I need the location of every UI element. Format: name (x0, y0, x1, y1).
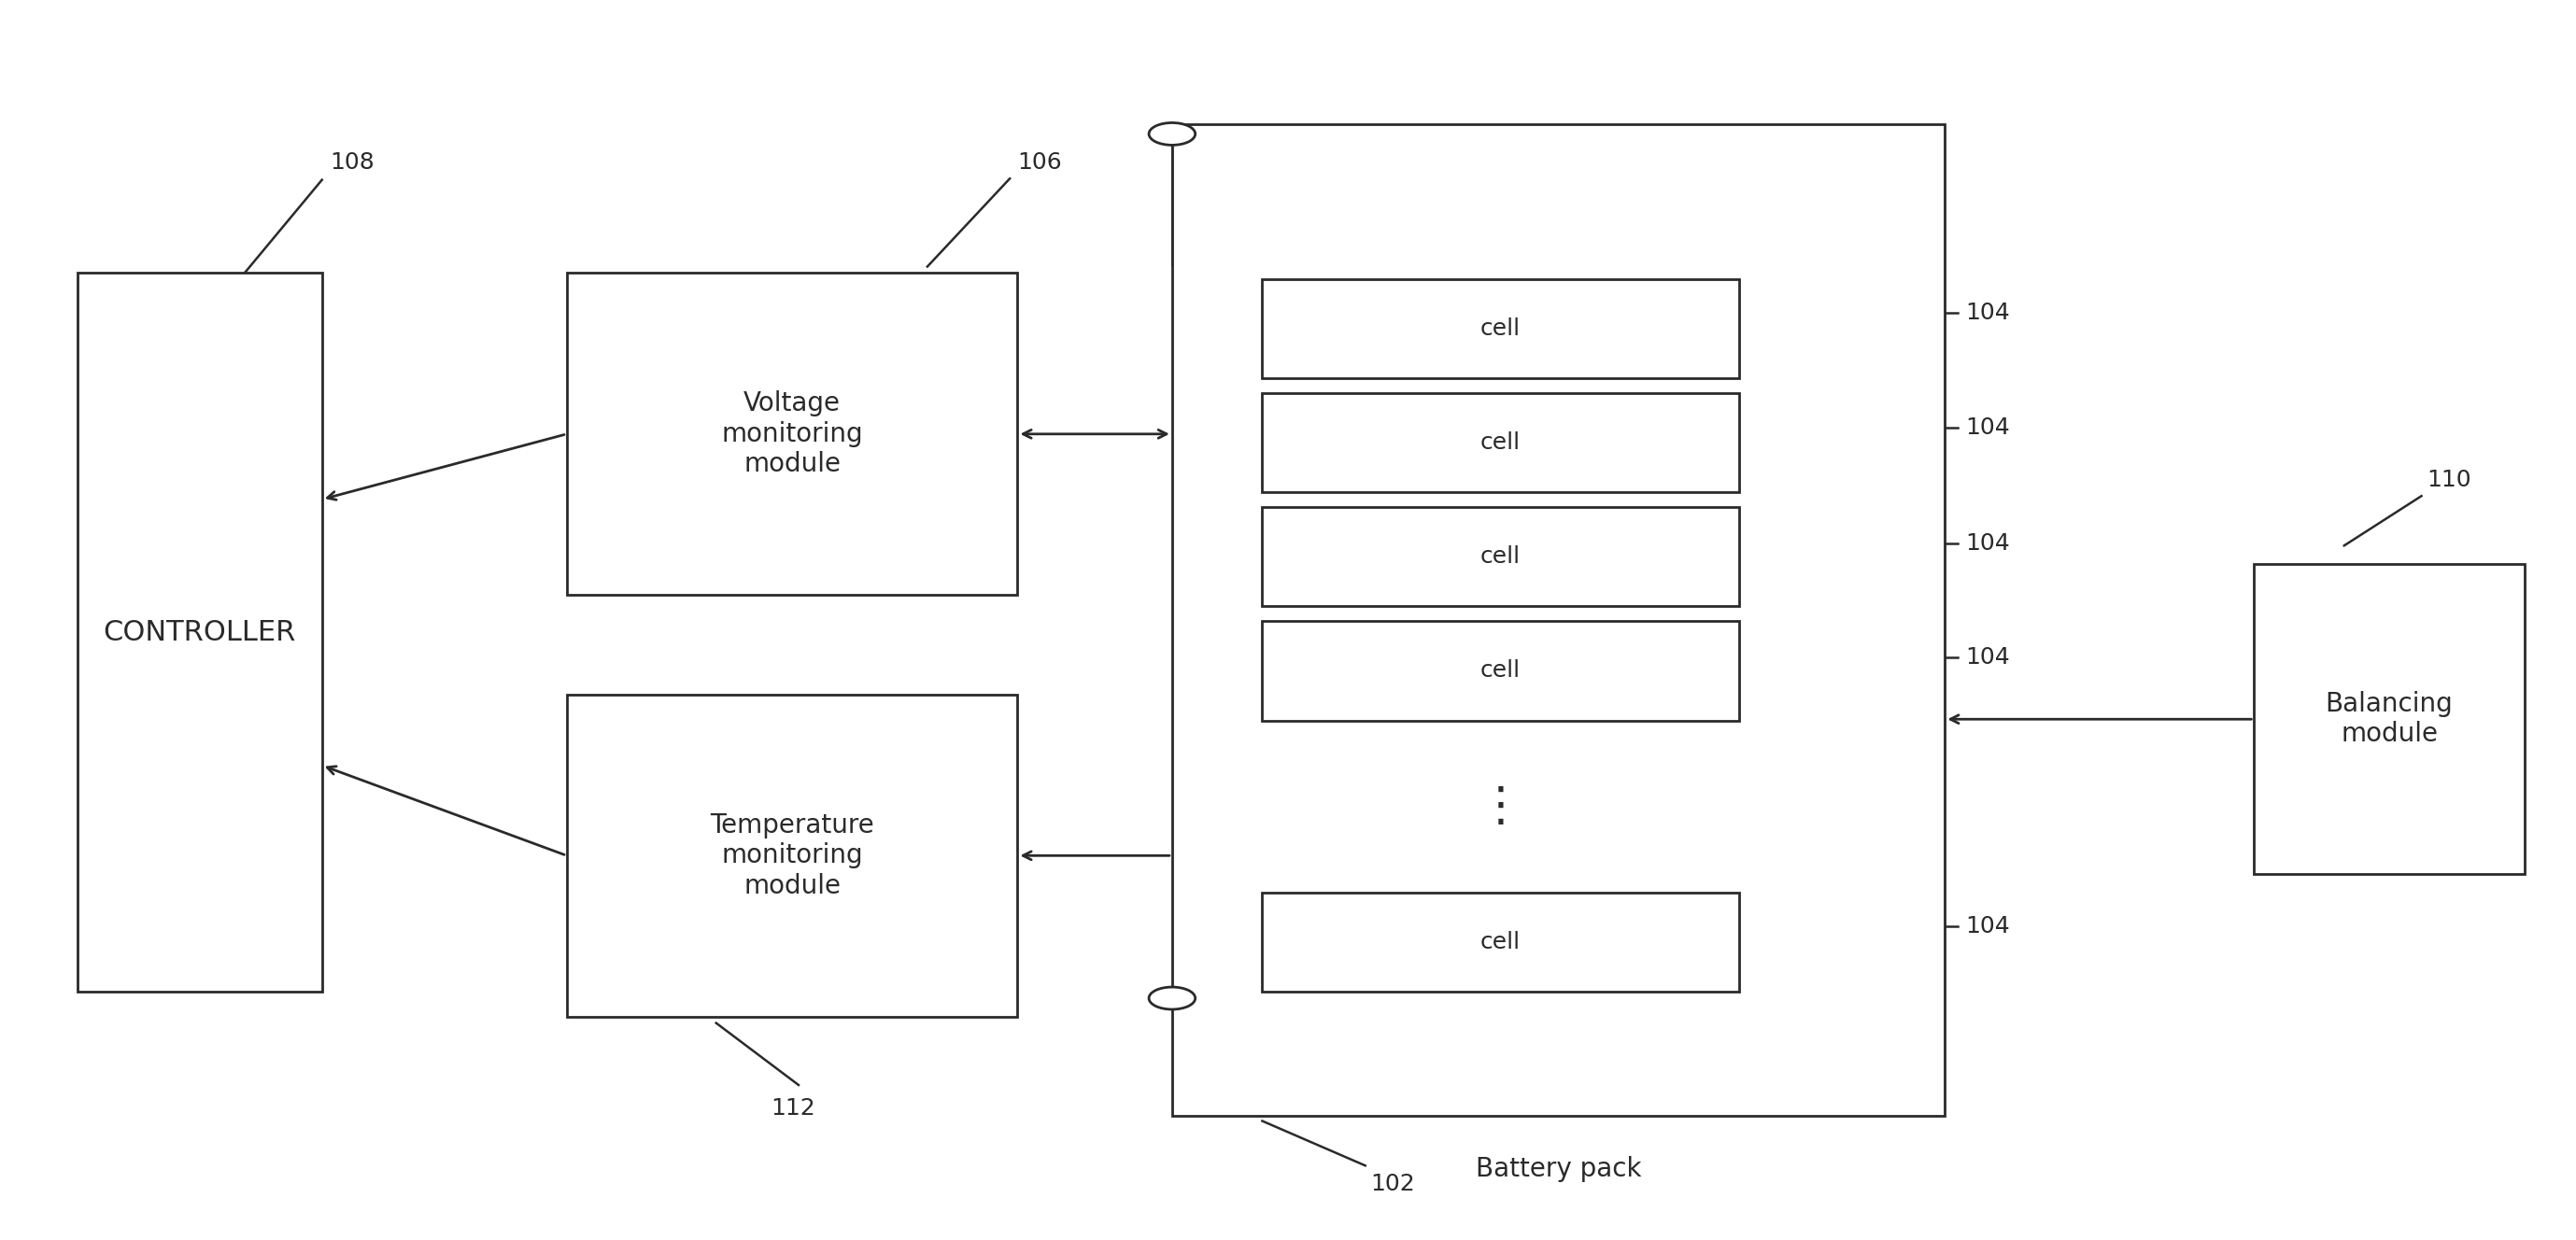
FancyBboxPatch shape (567, 273, 1018, 595)
FancyBboxPatch shape (1262, 393, 1739, 492)
Text: cell: cell (1481, 546, 1520, 568)
FancyBboxPatch shape (77, 273, 322, 992)
Text: Voltage
monitoring
module: Voltage monitoring module (721, 391, 863, 477)
Text: 104: 104 (1965, 915, 2009, 937)
FancyBboxPatch shape (1262, 279, 1739, 378)
Text: 112: 112 (770, 1097, 817, 1120)
FancyBboxPatch shape (1172, 124, 1945, 1116)
Text: ⋮: ⋮ (1476, 784, 1525, 830)
Text: 106: 106 (1018, 151, 1061, 174)
Text: cell: cell (1481, 317, 1520, 340)
Text: 104: 104 (1965, 646, 2009, 668)
Text: CONTROLLER: CONTROLLER (103, 619, 296, 646)
Text: cell: cell (1481, 931, 1520, 954)
Text: 104: 104 (1965, 417, 2009, 439)
Text: Temperature
monitoring
module: Temperature monitoring module (711, 812, 873, 899)
Circle shape (1149, 123, 1195, 145)
Text: 108: 108 (330, 151, 374, 174)
Text: cell: cell (1481, 432, 1520, 454)
Text: cell: cell (1481, 660, 1520, 682)
Text: 102: 102 (1370, 1173, 1414, 1195)
Text: 104: 104 (1965, 301, 2009, 324)
FancyBboxPatch shape (2254, 564, 2524, 874)
Text: 104: 104 (1965, 532, 2009, 554)
FancyBboxPatch shape (1262, 621, 1739, 720)
FancyBboxPatch shape (1262, 893, 1739, 992)
Text: Battery pack: Battery pack (1476, 1156, 1641, 1182)
Text: 110: 110 (2427, 469, 2470, 491)
FancyBboxPatch shape (1262, 507, 1739, 606)
FancyBboxPatch shape (567, 694, 1018, 1017)
Text: Balancing
module: Balancing module (2326, 691, 2452, 748)
Circle shape (1149, 987, 1195, 1009)
